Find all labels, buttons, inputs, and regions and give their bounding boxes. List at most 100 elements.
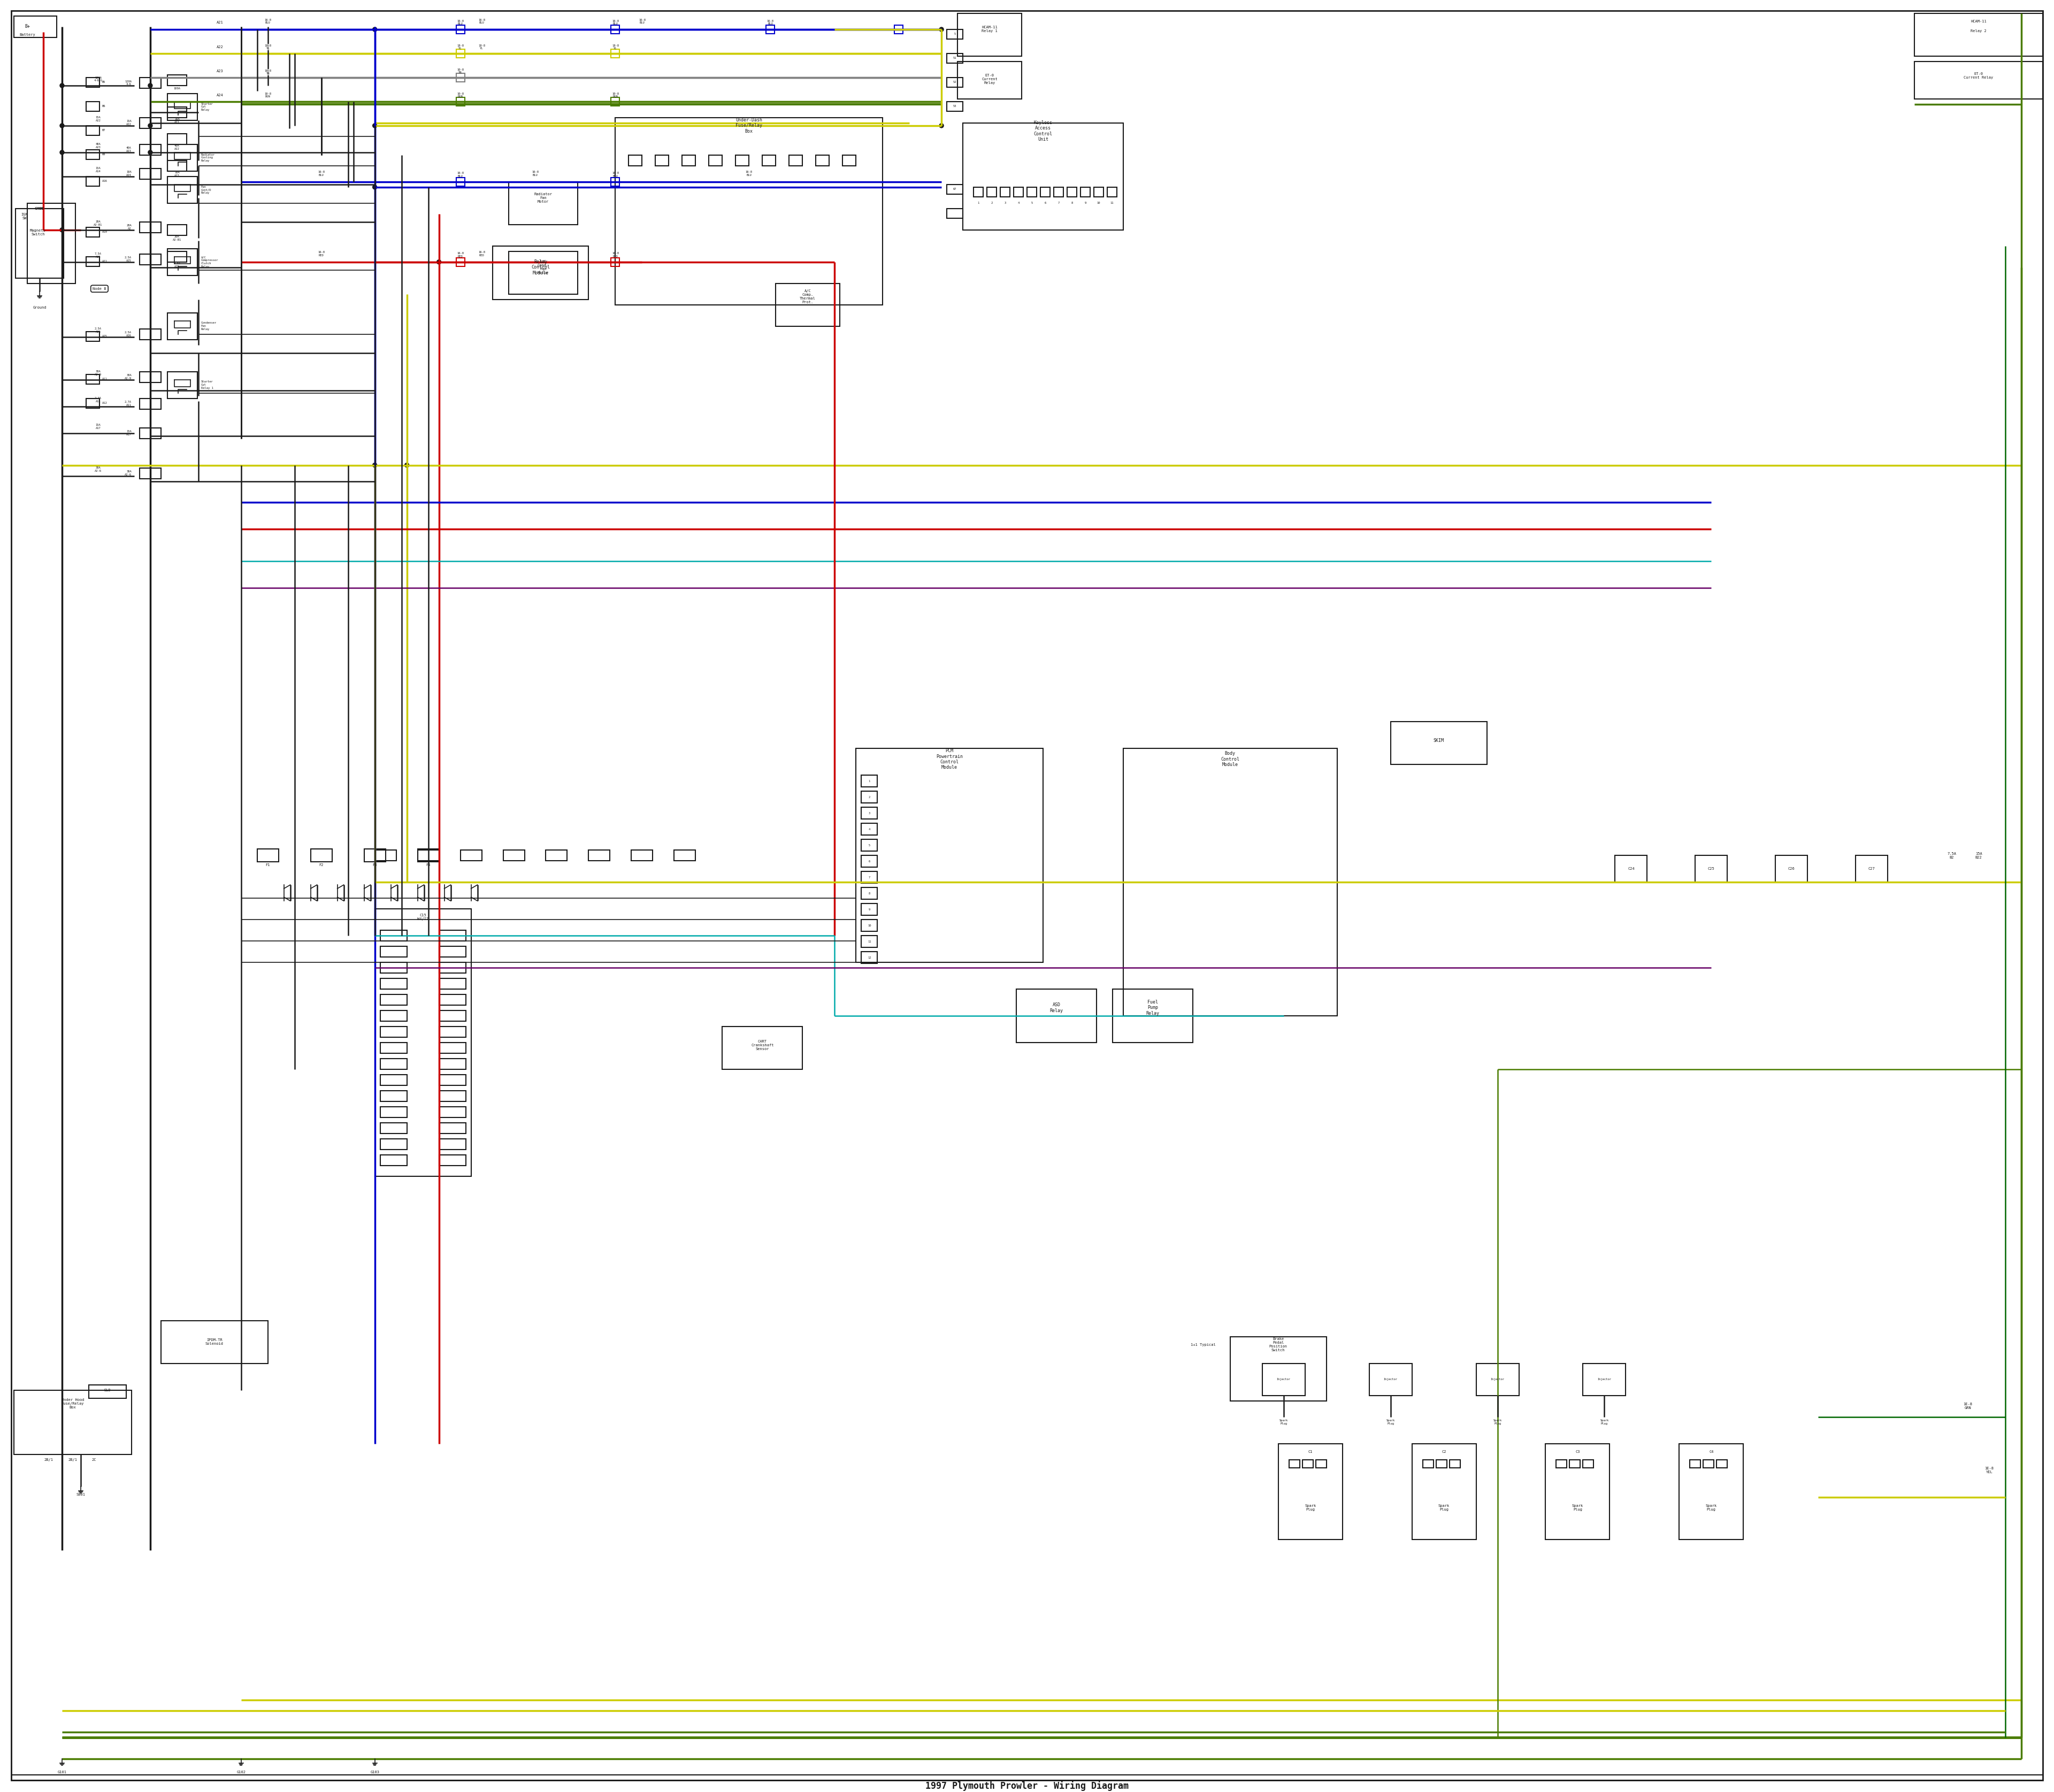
Text: C26: C26 [1789, 867, 1795, 871]
Text: 18-8
YL: 18-8 YL [265, 45, 271, 50]
Bar [1569, 1459, 1580, 1468]
Bar [1054, 186, 1064, 197]
Text: 16-8
BLU: 16-8 BLU [318, 170, 325, 177]
Bar [440, 962, 466, 973]
Bar [86, 77, 99, 88]
Bar [14, 1391, 131, 1455]
Text: A11: A11 [103, 378, 107, 380]
Bar [456, 97, 464, 106]
Bar [1855, 855, 1888, 882]
Text: A/C
Comp.
Thermal
Prot.: A/C Comp. Thermal Prot. [799, 290, 815, 305]
Bar [380, 962, 407, 973]
Bar [166, 93, 197, 120]
Text: 18-8
YL: 18-8 YL [479, 45, 485, 50]
Text: Spark
Plug: Spark Plug [1705, 1503, 1717, 1511]
Text: 16A
A21: 16A A21 [175, 118, 179, 124]
Bar [1775, 855, 1808, 882]
Bar [1914, 61, 2044, 99]
Text: 2C: 2C [92, 1459, 97, 1460]
Text: 12: 12 [867, 957, 871, 959]
Bar [1302, 1459, 1313, 1468]
Bar [140, 371, 160, 382]
Bar [1703, 1459, 1713, 1468]
Text: F1: F1 [265, 864, 271, 867]
Text: Spark
Plug: Spark Plug [1438, 1503, 1450, 1511]
Text: HCAM-11: HCAM-11 [1970, 20, 1986, 23]
Text: 10-8
DGN: 10-8 DGN [265, 91, 271, 99]
Text: B6: B6 [103, 106, 105, 108]
Text: 2.5A
A25: 2.5A A25 [173, 262, 181, 269]
Text: Ground: Ground [33, 306, 47, 308]
Text: 10A
A24: 10A A24 [125, 170, 131, 177]
Bar [616, 118, 883, 305]
Bar [655, 156, 670, 165]
Bar [1124, 749, 1337, 1016]
Bar [380, 1138, 407, 1149]
Circle shape [939, 124, 943, 127]
Text: 18-8
YL: 18-8 YL [456, 45, 464, 50]
Bar [1680, 1444, 1744, 1539]
Bar [380, 930, 407, 941]
Bar [380, 1154, 407, 1165]
Text: 51: 51 [953, 57, 957, 59]
Bar [160, 1321, 267, 1364]
Text: A22: A22 [216, 45, 224, 48]
Bar [86, 176, 99, 186]
Text: 100A: 100A [173, 88, 181, 90]
Text: Spark
Plug: Spark Plug [1571, 1503, 1584, 1511]
Text: 10-8
TN: 10-8 TN [265, 70, 271, 75]
Bar [1423, 1459, 1434, 1468]
Text: 16-8
RED: 16-8 RED [456, 253, 464, 258]
Bar [1695, 855, 1727, 882]
Bar [762, 156, 776, 165]
Bar [380, 1043, 407, 1054]
Text: Relay
Control
Module: Relay Control Module [532, 260, 550, 276]
Bar [815, 156, 830, 165]
Text: C409: C409 [35, 206, 43, 210]
Bar [861, 839, 877, 851]
Bar [1450, 1459, 1460, 1468]
Text: Brake
Pedal
Position
Switch: Brake Pedal Position Switch [1269, 1337, 1288, 1351]
Bar [1477, 1364, 1518, 1396]
Text: 15A
A22: 15A A22 [125, 120, 131, 125]
Bar [440, 1043, 466, 1054]
Text: 30A
A2-9: 30A A2-9 [94, 371, 101, 376]
Text: 40A
A22: 40A A22 [175, 145, 179, 151]
Bar [440, 946, 466, 957]
Bar [947, 54, 963, 63]
Text: 10: 10 [1097, 202, 1101, 204]
Bar [1717, 1459, 1727, 1468]
Bar [612, 97, 620, 106]
Text: Body
Control
Module: Body Control Module [1220, 751, 1239, 767]
Text: 16-8
BLU: 16-8 BLU [265, 18, 271, 25]
Bar [166, 371, 197, 398]
Text: 40A
A23: 40A A23 [125, 147, 131, 152]
Text: Radiator
Cooling
Relay: Radiator Cooling Relay [201, 154, 216, 161]
Circle shape [438, 260, 442, 263]
Text: 16-8
RED: 16-8 RED [612, 253, 618, 258]
Bar [380, 1091, 407, 1102]
Text: 18-8
YL: 18-8 YL [612, 45, 618, 50]
Text: ELD: ELD [105, 1389, 111, 1392]
Text: 36A
A2-6: 36A A2-6 [125, 470, 131, 477]
Bar [456, 177, 464, 186]
Text: A23: A23 [216, 70, 224, 73]
Text: Spark
Plug: Spark Plug [1600, 1419, 1608, 1425]
Bar [957, 61, 1021, 99]
Text: Spark
Plug: Spark Plug [1386, 1419, 1395, 1425]
Text: 1+1 Typical: 1+1 Typical [1191, 1342, 1216, 1346]
Text: 2.5A
A26: 2.5A A26 [94, 328, 101, 333]
Text: 53: 53 [953, 106, 957, 108]
Text: ET-0
Current
Relay: ET-0 Current Relay [982, 73, 998, 84]
Bar [1095, 186, 1103, 197]
Text: Spark
Plug: Spark Plug [1493, 1419, 1501, 1425]
Bar [1557, 1459, 1567, 1468]
Bar [861, 823, 877, 835]
Bar [709, 156, 723, 165]
Bar [86, 228, 99, 237]
Bar [380, 1011, 407, 1021]
Text: 16-8
RED: 16-8 RED [479, 251, 485, 256]
Bar [166, 249, 197, 276]
Bar [1013, 186, 1023, 197]
Text: Injector: Injector [1491, 1378, 1504, 1380]
